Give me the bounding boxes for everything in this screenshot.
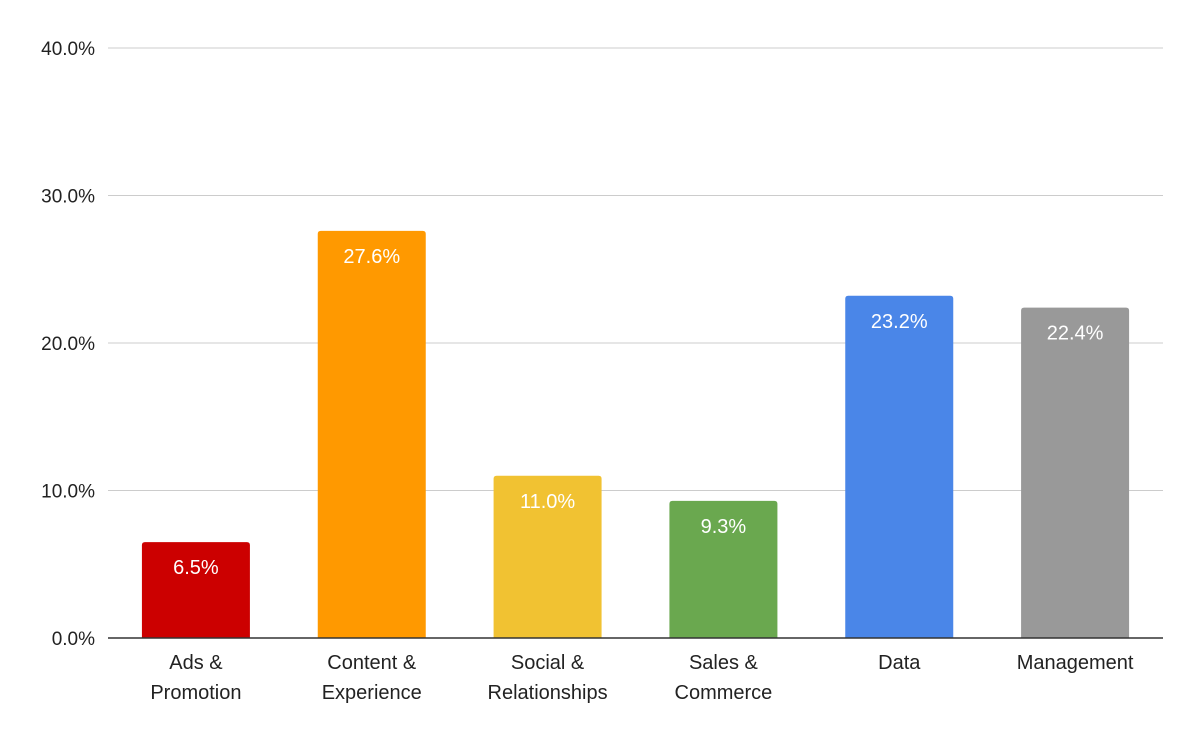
x-axis-category-labels: Ads & Promotion Content & Experience Social … xyxy=(150,652,1134,704)
category-label: Management xyxy=(1017,652,1134,674)
data-labels: 6.5% 27.6% 11.0% 9.3% 23.2% 22.4% xyxy=(173,246,1104,579)
y-tick-label: 40.0% xyxy=(41,39,95,60)
bar xyxy=(141,542,250,638)
bar xyxy=(317,230,426,638)
data-label: 6.5% xyxy=(173,557,219,579)
y-tick-label: 10.0% xyxy=(41,482,95,503)
data-label: 23.2% xyxy=(871,311,928,333)
data-label: 22.4% xyxy=(1047,323,1104,345)
data-label: 11.0% xyxy=(520,491,575,513)
y-tick-label: 0.0% xyxy=(52,629,95,650)
gridlines xyxy=(108,47,1163,491)
data-label: 9.3% xyxy=(701,516,747,538)
category-label: Ads & xyxy=(169,652,223,674)
category-label: Content & xyxy=(327,652,417,674)
category-label: Data xyxy=(878,652,921,674)
y-tick-label: 20.0% xyxy=(41,334,95,355)
bars xyxy=(141,230,1130,638)
category-label: Experience xyxy=(322,682,422,704)
bar xyxy=(1021,307,1130,638)
y-tick-label: 30.0% xyxy=(41,187,95,208)
bar xyxy=(669,500,778,638)
category-label: Relationships xyxy=(488,682,608,704)
category-label: Sales & xyxy=(689,652,759,674)
bar xyxy=(845,295,954,638)
category-label: Promotion xyxy=(150,682,241,704)
data-label: 27.6% xyxy=(343,246,400,268)
y-axis-tick-labels: 0.0% 10.0% 20.0% 30.0% 40.0% xyxy=(41,39,95,650)
category-label: Social & xyxy=(511,652,585,674)
category-label: Commerce xyxy=(675,682,773,704)
bar xyxy=(493,475,602,638)
